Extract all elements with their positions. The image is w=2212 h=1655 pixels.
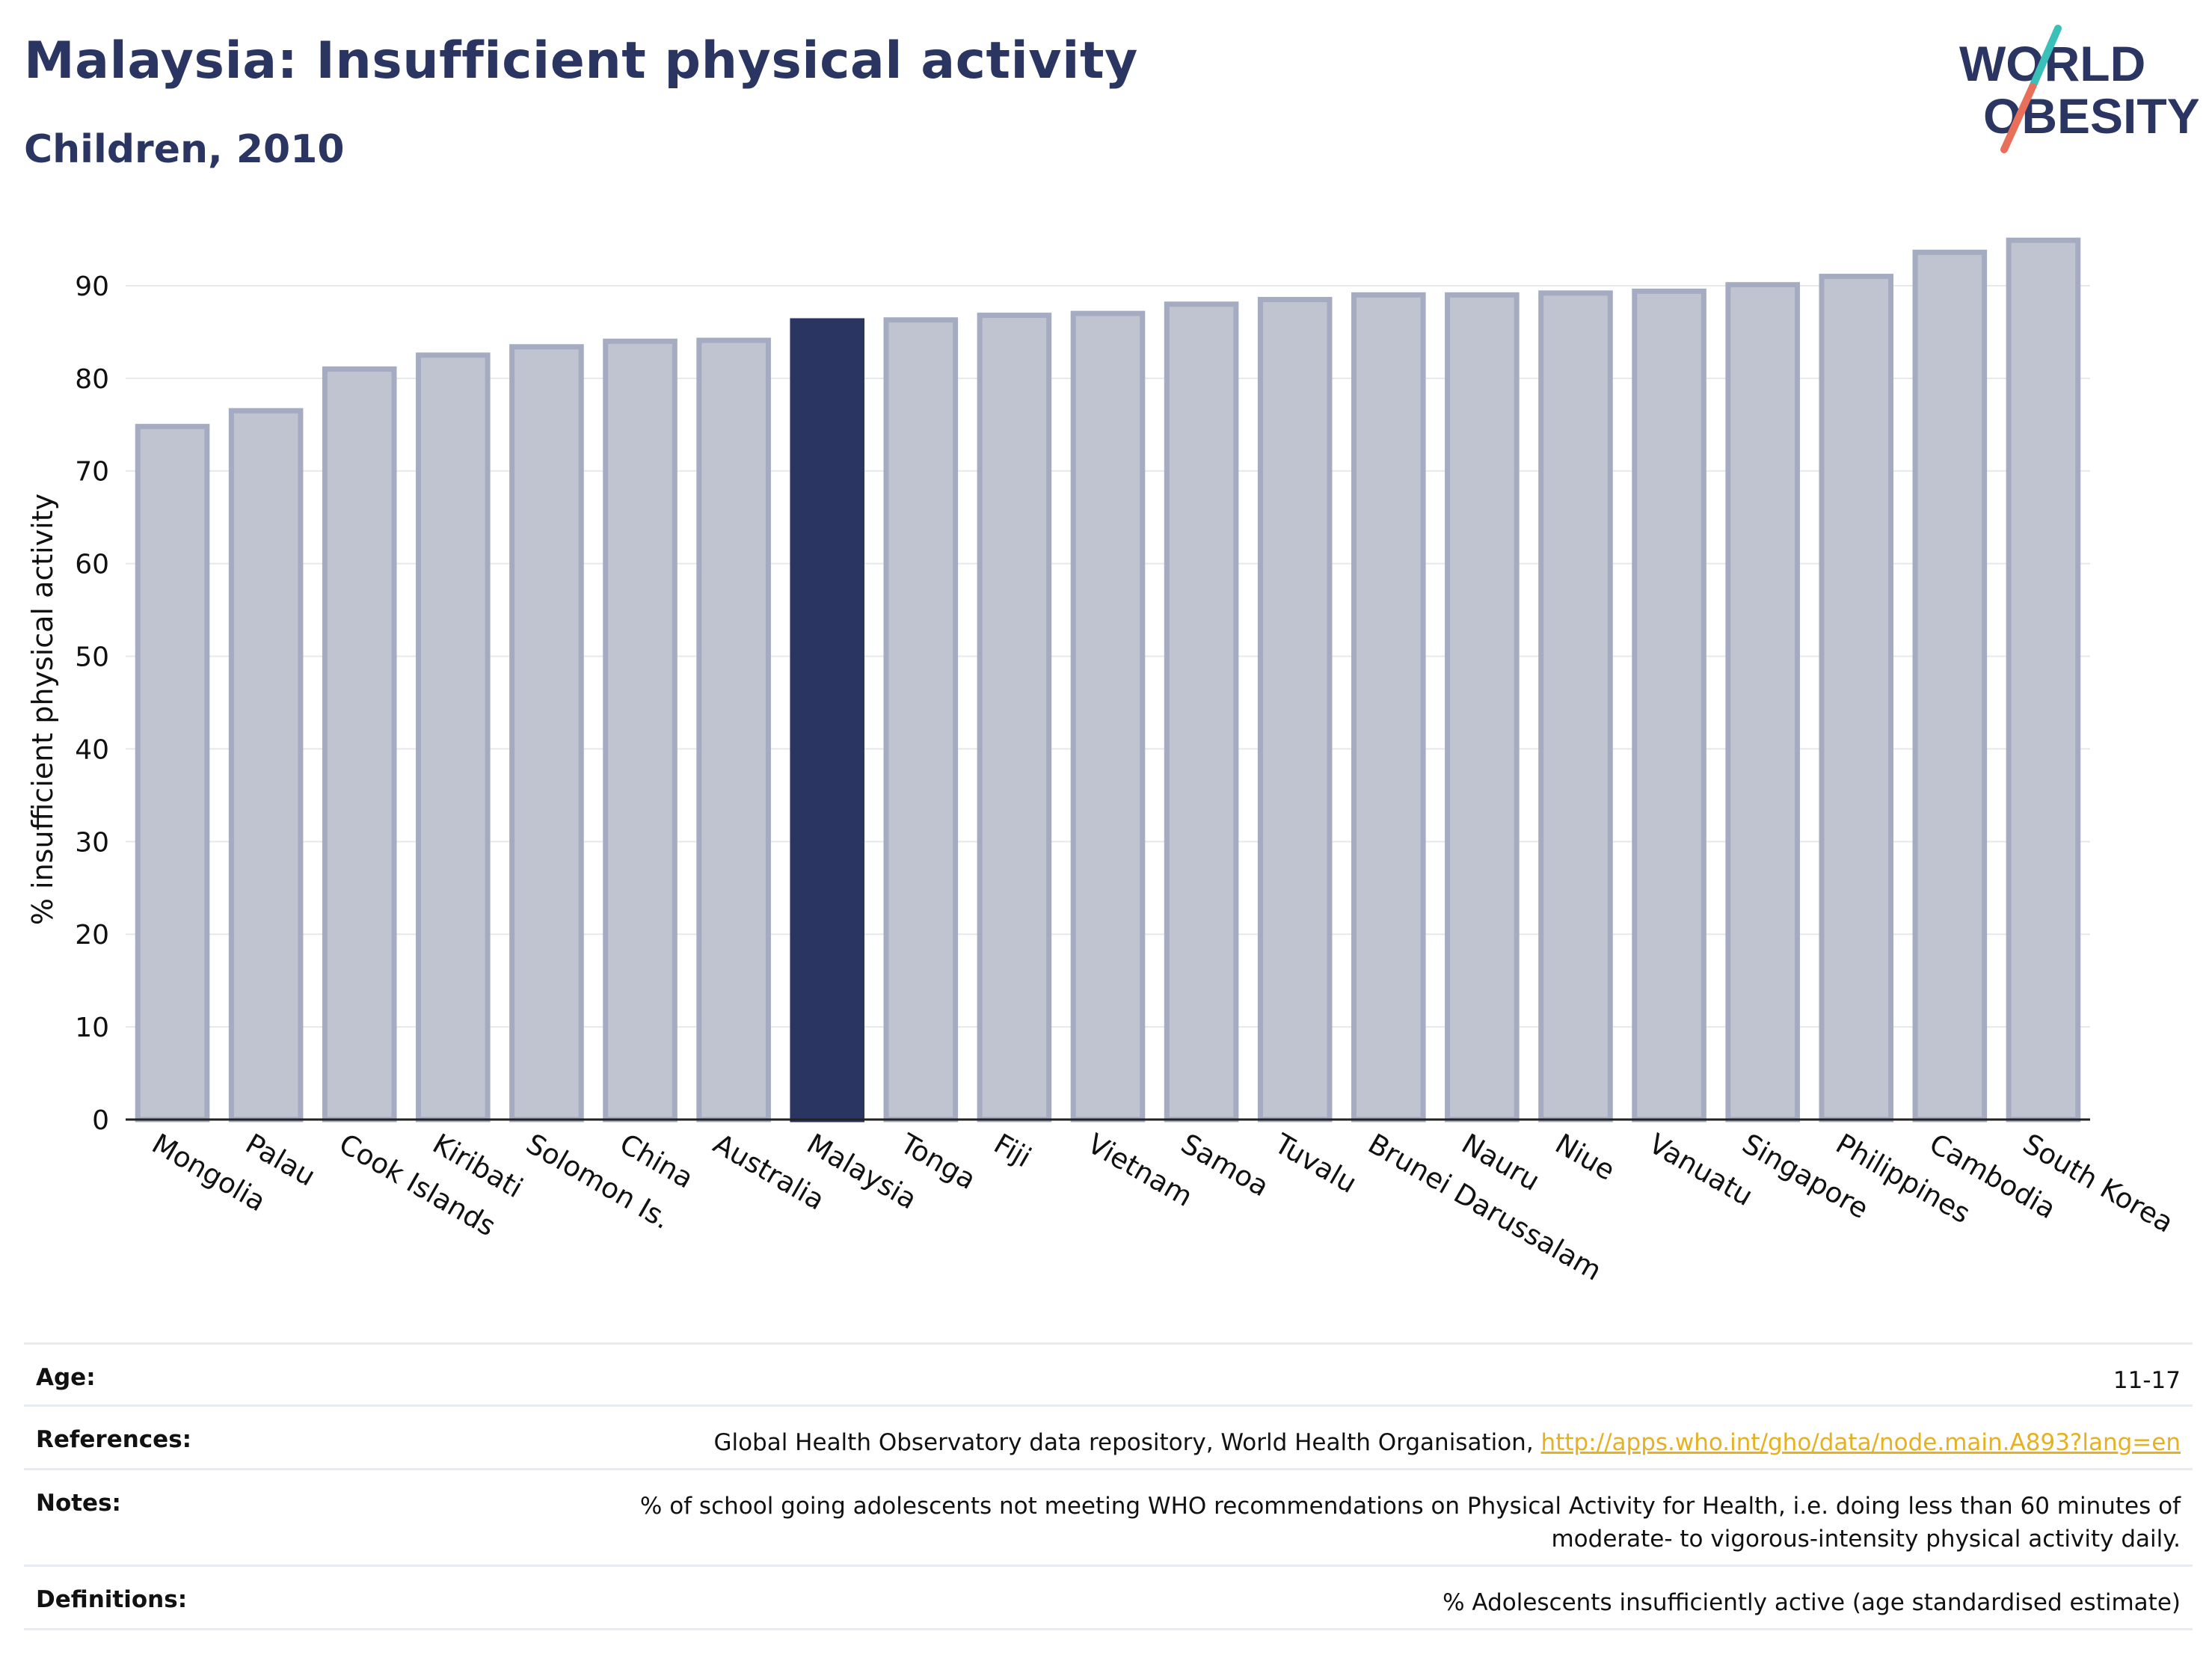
bar-australia bbox=[696, 337, 771, 1123]
bar-china bbox=[603, 338, 678, 1123]
bar-mongolia bbox=[135, 423, 210, 1123]
bar-vietnam bbox=[1070, 310, 1146, 1123]
bar-palau bbox=[228, 408, 304, 1123]
world-obesity-logo: WORLD OBESITY bbox=[1959, 25, 2199, 153]
bar-philippines bbox=[1819, 274, 1894, 1123]
notes-line1: % of school going adolescents not meetin… bbox=[639, 1493, 2181, 1520]
y-axis-label: % insufficient physical activity bbox=[26, 494, 59, 925]
bar-brunei-darussalam bbox=[1351, 292, 1426, 1123]
bars bbox=[135, 237, 2081, 1123]
bar-singapore bbox=[1725, 282, 1800, 1123]
y-tick-label: 90 bbox=[75, 271, 109, 302]
y-tick-label: 60 bbox=[75, 550, 109, 580]
bar-samoa bbox=[1164, 301, 1239, 1123]
x-tick-label: Vietnam bbox=[1082, 1128, 1198, 1213]
bar-cook-islands bbox=[322, 366, 397, 1123]
bar-cambodia bbox=[1912, 249, 1988, 1123]
logo-slash-coral bbox=[2000, 83, 2036, 153]
definitions-label: Definitions: bbox=[36, 1586, 188, 1613]
y-tick-label: 20 bbox=[75, 920, 109, 951]
y-tick-labels: 0 10 20 30 40 50 60 70 80 90 bbox=[75, 271, 109, 1136]
bar-south-korea bbox=[2006, 237, 2081, 1123]
chart-title: Malaysia: Insufficient physical activity bbox=[24, 31, 1138, 90]
x-tick-label: Niue bbox=[1549, 1128, 1620, 1187]
notes-value: % of school going adolescents not meetin… bbox=[640, 1490, 2181, 1556]
notes-row: Notes: % of school going adolescents not… bbox=[24, 1468, 2193, 1565]
y-tick-label: 30 bbox=[75, 827, 109, 858]
bar-niue bbox=[1538, 290, 1613, 1123]
bar-malaysia bbox=[790, 318, 864, 1123]
bar-fiji bbox=[977, 313, 1052, 1123]
y-tick-label: 70 bbox=[75, 457, 109, 488]
references-link[interactable]: http://apps.who.int/gho/data/node.main.A… bbox=[1540, 1429, 2181, 1456]
bar-tuvalu bbox=[1257, 297, 1333, 1123]
references-row: References: Global Health Observatory da… bbox=[24, 1404, 2193, 1468]
x-tick-label: Tuvalu bbox=[1268, 1127, 1362, 1200]
bar-tonga bbox=[883, 317, 959, 1123]
x-tick-label: Vanuatu bbox=[1644, 1128, 1759, 1213]
notes-label: Notes: bbox=[36, 1490, 121, 1517]
age-row: Age: 11-17 bbox=[24, 1342, 2193, 1404]
references-value: Global Health Observatory data repositor… bbox=[713, 1426, 2181, 1459]
notes-line2: moderate- to vigorous-intensity physical… bbox=[1551, 1526, 2181, 1553]
y-tick-label: 50 bbox=[75, 642, 109, 673]
chart-subtitle: Children, 2010 bbox=[24, 127, 345, 172]
definitions-row: Definitions: % Adolescents insufficientl… bbox=[24, 1565, 2193, 1630]
bar-vanuatu bbox=[1632, 288, 1706, 1123]
logo-slash-teal bbox=[2029, 25, 2062, 90]
y-tick-label: 10 bbox=[75, 1013, 109, 1043]
y-tick-label: 80 bbox=[75, 364, 109, 395]
references-label: References: bbox=[36, 1426, 192, 1453]
y-tick-label: 40 bbox=[75, 734, 109, 765]
age-value: 11-17 bbox=[2113, 1367, 2181, 1394]
bar-solomon-is bbox=[509, 344, 584, 1123]
x-tick-label: Fiji bbox=[989, 1128, 1036, 1174]
bar-nauru bbox=[1445, 292, 1520, 1123]
bar-kiribati bbox=[416, 352, 491, 1123]
age-label: Age: bbox=[36, 1364, 96, 1391]
y-tick-label: 0 bbox=[92, 1105, 109, 1136]
x-tick-label: Cook Islands bbox=[334, 1128, 501, 1243]
info-table: Age: 11-17 References: Global Health Obs… bbox=[24, 1342, 2193, 1630]
definitions-value: % Adolescents insufficiently active (age… bbox=[1443, 1589, 2181, 1616]
references-text: Global Health Observatory data repositor… bbox=[713, 1429, 1541, 1456]
